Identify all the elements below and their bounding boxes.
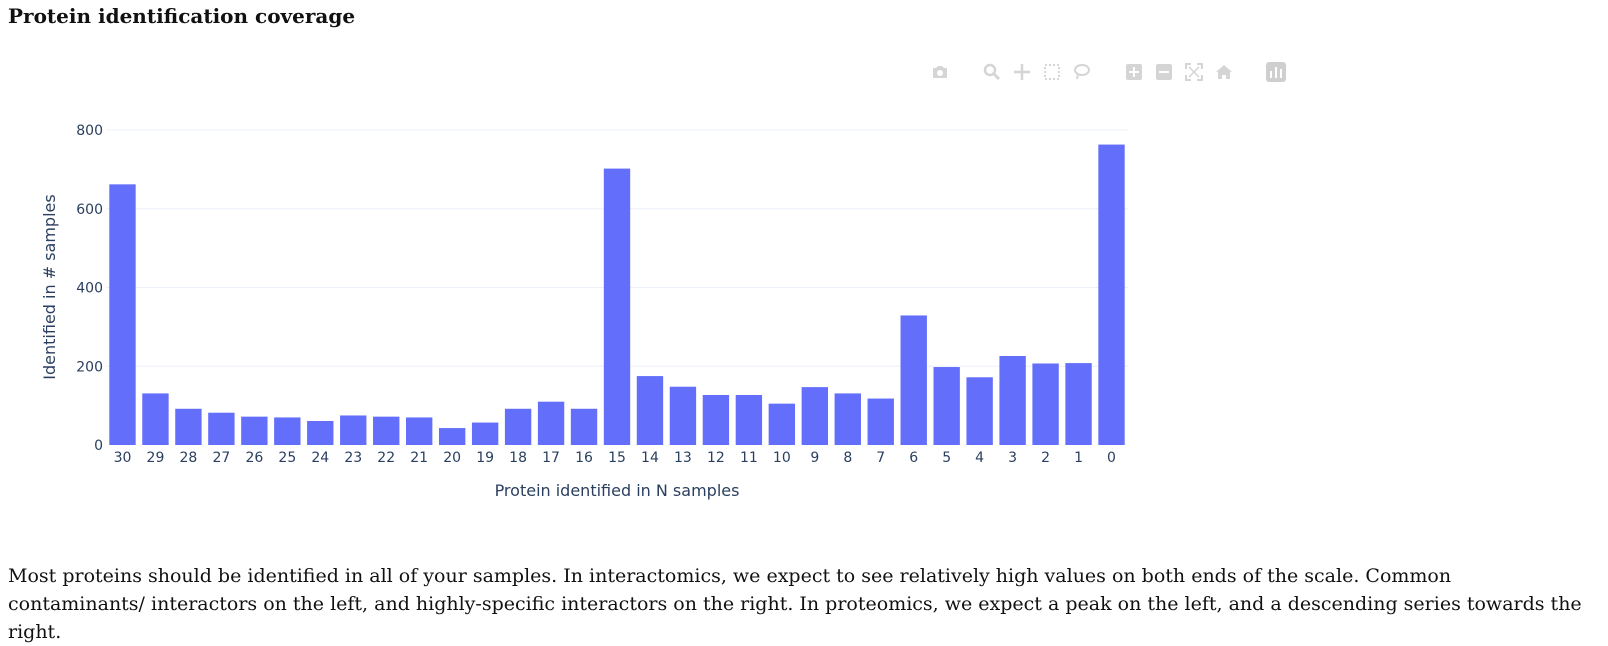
bar-7[interactable] (867, 398, 894, 445)
x-tick-label: 29 (147, 450, 165, 466)
bar-29[interactable] (142, 393, 169, 445)
bar-21[interactable] (406, 417, 433, 445)
y-axis-title: Identified in # samples (40, 194, 59, 379)
x-tick-label: 17 (542, 450, 560, 466)
reset-axes-icon[interactable] (1214, 62, 1234, 82)
bar-0[interactable] (1098, 144, 1125, 445)
x-tick-label: 6 (909, 450, 918, 466)
x-tick-label: 3 (1008, 450, 1017, 466)
x-tick-label: 12 (707, 450, 725, 466)
x-tick-label: 5 (942, 450, 951, 466)
y-tick-label: 400 (76, 281, 103, 297)
x-tick-label: 0 (1107, 450, 1116, 466)
x-tick-label: 10 (773, 450, 791, 466)
x-tick-label: 24 (311, 450, 329, 466)
description-text: Most proteins should be identified in al… (8, 565, 1582, 643)
autoscale-icon[interactable] (1184, 62, 1204, 82)
x-tick-label: 15 (608, 450, 626, 466)
x-tick-label: 27 (212, 450, 230, 466)
chart-container[interactable]: 0 200 400 600 800 30 29 28 27 26 25 24 23 22 21 20 19 18… (0, 55, 1608, 525)
bar-16[interactable] (570, 408, 598, 445)
x-tick-label: 21 (410, 450, 428, 466)
bar-18[interactable] (504, 408, 532, 445)
bar-12[interactable] (702, 394, 730, 445)
y-tick-label: 0 (94, 438, 103, 454)
bar-10[interactable] (768, 403, 796, 445)
bar-1[interactable] (1065, 363, 1092, 445)
bar-2[interactable] (1032, 363, 1059, 445)
box-select-icon[interactable] (1042, 62, 1062, 82)
x-tick-label: 23 (344, 450, 362, 466)
bar-4[interactable] (966, 377, 993, 445)
x-tick-label: 22 (377, 450, 395, 466)
x-tick-label: 14 (641, 450, 659, 466)
bar-26[interactable] (241, 416, 268, 445)
bar-5[interactable] (933, 367, 960, 445)
x-tick-label: 11 (740, 450, 758, 466)
y-tick-label: 600 (76, 202, 103, 218)
bar-28[interactable] (175, 408, 202, 445)
x-tick-label: 8 (843, 450, 852, 466)
bar-17[interactable] (537, 401, 565, 445)
pan-icon[interactable] (1012, 62, 1032, 82)
bar-6[interactable] (900, 315, 927, 445)
x-tick-label: 28 (180, 450, 198, 466)
bar-15[interactable] (603, 168, 631, 445)
bars[interactable] (109, 144, 1125, 445)
x-tick-label: 13 (674, 450, 692, 466)
chart-toolbar[interactable] (930, 60, 1286, 84)
page-title: Protein identification coverage (8, 4, 356, 28)
bar-25[interactable] (274, 417, 301, 445)
bar-8[interactable] (834, 393, 861, 445)
x-tick-label: 20 (443, 450, 461, 466)
zoom-icon[interactable] (982, 62, 1002, 82)
bar-13[interactable] (669, 386, 697, 445)
bar-23[interactable] (340, 415, 367, 445)
bar-9[interactable] (801, 387, 828, 445)
zoom-out-icon[interactable] (1154, 62, 1174, 82)
bar-19[interactable] (471, 422, 499, 445)
x-tick-label: 18 (509, 450, 527, 466)
bar-20[interactable] (438, 428, 466, 445)
x-tick-labels: 30 29 28 27 26 25 24 23 22 21 20 19 18 17 16 15 14 13 12 11… (114, 450, 1116, 466)
bar-30[interactable] (109, 184, 136, 445)
bar-11[interactable] (735, 394, 763, 445)
y-tick-label: 200 (76, 359, 103, 375)
x-tick-label: 4 (975, 450, 984, 466)
x-tick-label: 9 (810, 450, 819, 466)
x-tick-label: 1 (1074, 450, 1083, 466)
lasso-icon[interactable] (1072, 62, 1092, 82)
bar-22[interactable] (373, 416, 400, 445)
zoom-in-icon[interactable] (1124, 62, 1144, 82)
x-tick-label: 19 (476, 450, 494, 466)
x-tick-label: 26 (245, 450, 263, 466)
x-tick-label: 16 (575, 450, 593, 466)
bar-24[interactable] (307, 420, 334, 445)
y-tick-label: 800 (76, 123, 103, 139)
bar-3[interactable] (999, 356, 1026, 445)
camera-icon[interactable] (930, 62, 950, 82)
plotly-logo-icon[interactable] (1266, 62, 1286, 82)
bar-14[interactable] (636, 376, 664, 445)
x-axis-title: Protein identified in N samples (495, 481, 740, 500)
y-tick-labels: 0 200 400 600 800 (76, 123, 103, 454)
x-tick-label: 30 (114, 450, 132, 466)
x-tick-label: 2 (1041, 450, 1050, 466)
bar-27[interactable] (208, 412, 235, 445)
x-tick-label: 7 (876, 450, 885, 466)
x-tick-label: 25 (278, 450, 296, 466)
